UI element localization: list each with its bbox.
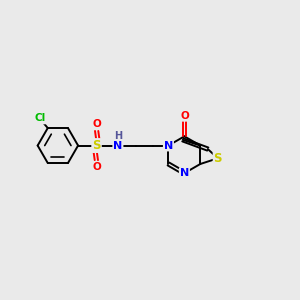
Text: O: O	[180, 111, 189, 121]
Text: O: O	[92, 162, 101, 172]
Text: S: S	[92, 139, 101, 152]
Text: O: O	[92, 119, 101, 129]
Text: H: H	[114, 131, 122, 141]
Text: Cl: Cl	[34, 113, 45, 124]
Text: N: N	[180, 168, 189, 178]
Text: N: N	[164, 140, 173, 151]
Text: S: S	[214, 152, 222, 165]
Text: N: N	[113, 140, 122, 151]
